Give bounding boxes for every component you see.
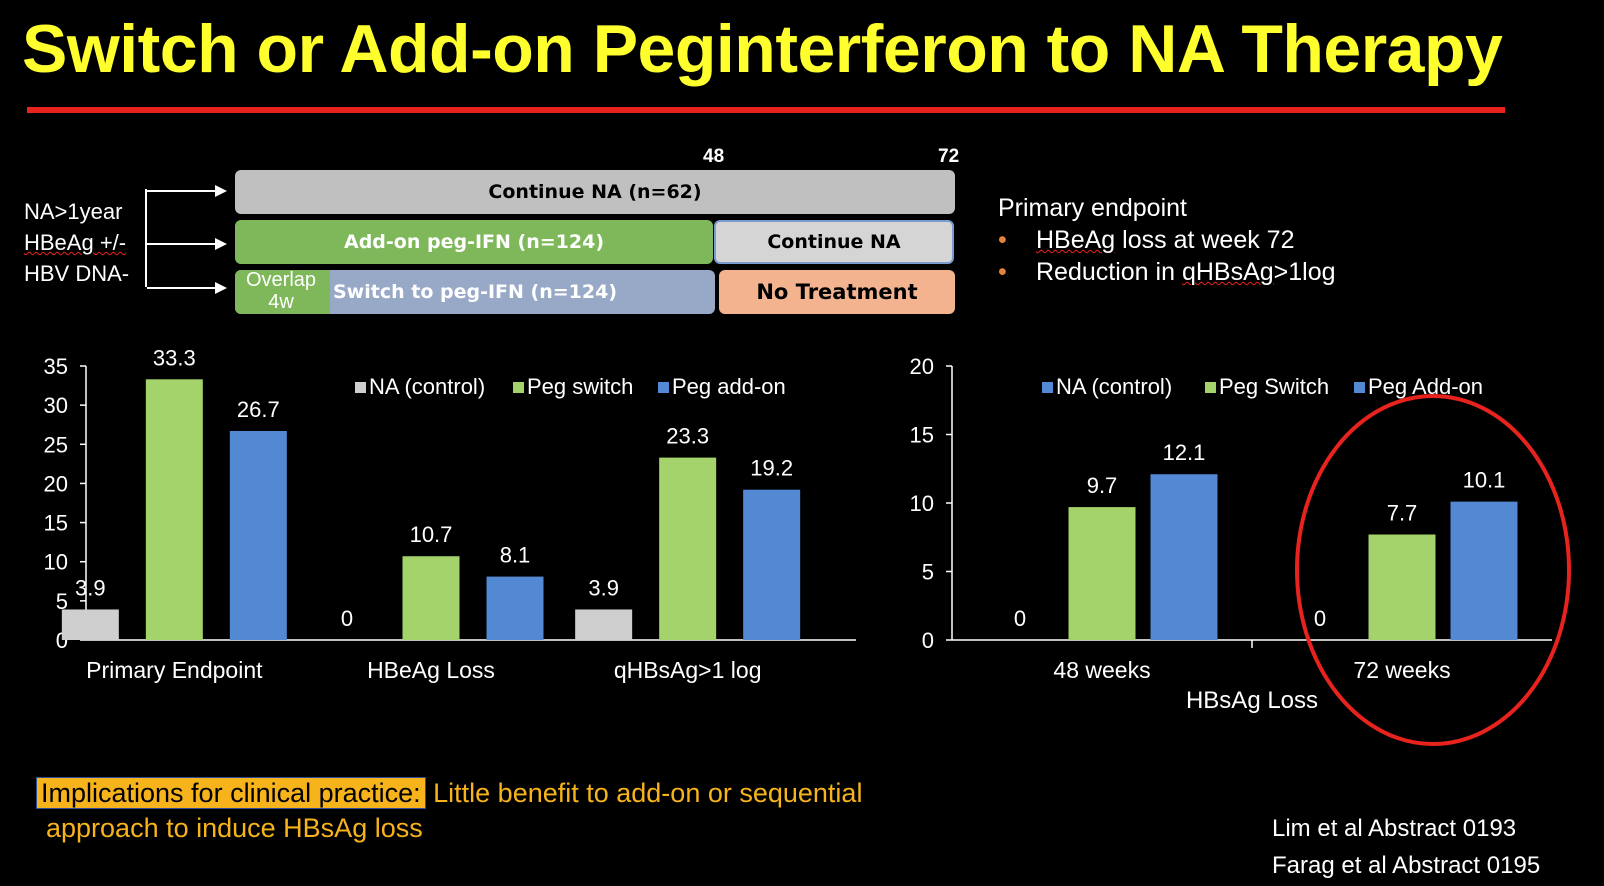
endpoint-item-1-term: HBeAg <box>1036 226 1116 254</box>
bar <box>1068 507 1136 640</box>
data-label: 0 <box>1014 606 1026 631</box>
data-label: 10.7 <box>410 522 453 547</box>
legend-swatch <box>658 382 669 393</box>
data-label: 8.1 <box>500 543 531 568</box>
y-tick-label: 5 <box>922 560 934 585</box>
no-treatment-phase: No Treatment <box>719 270 955 314</box>
week-48-label: 48 <box>703 146 725 167</box>
x-category-label: HBeAg Loss <box>367 657 495 683</box>
y-tick-label: 10 <box>44 550 68 575</box>
arrow-right-icon <box>215 238 227 250</box>
y-tick-label: 5 <box>56 589 68 614</box>
endpoint-item-1-text: loss at week 72 <box>1115 226 1295 254</box>
addon-peg-arm: Add-on peg-IFN (n=124) <box>235 220 713 264</box>
criteria-hbeag: HBeAg +/- <box>24 230 127 255</box>
legend-label: Peg add-on <box>672 374 786 399</box>
overlap-line-2: 4w <box>268 291 294 313</box>
bar <box>61 609 119 640</box>
bar <box>1150 474 1218 640</box>
data-label: 0 <box>1314 606 1326 631</box>
implication-text-1: Little benefit to add-on or sequential <box>425 778 863 808</box>
x-category-label: 72 weeks <box>1353 657 1450 683</box>
bar <box>659 457 717 640</box>
endpoint-item-2-term: qHBsAg <box>1181 258 1274 286</box>
endpoint-item-1: HBeAg loss at week 72 <box>998 224 1336 256</box>
implication-note: Implications for clinical practice: Litt… <box>36 776 862 846</box>
continue-na-arm: Continue NA (n=62) <box>235 170 955 214</box>
y-tick-label: 15 <box>44 511 68 536</box>
data-label: 19.2 <box>750 456 793 481</box>
data-label: 10.1 <box>1463 468 1506 493</box>
randomization-bracket <box>145 189 147 287</box>
legend-label: Peg switch <box>527 374 633 399</box>
x-category-label: 48 weeks <box>1053 657 1150 683</box>
legend-swatch <box>513 382 524 393</box>
overlap-segment <box>235 270 330 314</box>
week-72-label: 72 <box>938 146 960 167</box>
inclusion-criteria: NA>1year HBeAg +/- HBV DNA- <box>24 196 129 289</box>
overlap-line-1: Overlap <box>245 269 317 291</box>
addon-continue-na-phase: Continue NA <box>714 220 954 264</box>
legend-swatch <box>1205 382 1216 393</box>
slide-title: Switch or Add-on Peginterferon to NA The… <box>22 11 1503 87</box>
endpoint-item-2: Reduction in qHBsAg>1log <box>998 256 1336 288</box>
reference-1: Lim et al Abstract 0193 <box>1272 815 1517 842</box>
data-label: 9.7 <box>1087 473 1118 498</box>
bar <box>486 576 544 640</box>
reference-2: Farag et al Abstract 0195 <box>1272 852 1541 879</box>
bar <box>1450 501 1518 640</box>
legend-label: Peg Switch <box>1219 374 1329 399</box>
x-category-label: qHBsAg>1 log <box>614 657 762 683</box>
hbsag-loss-bar-chart: 0 5 10 15 20 48 weeks 0 9.7 12.1 72 weeks 0 7.7 10.1… <box>910 354 1571 746</box>
y-tick-label: 30 <box>44 393 68 418</box>
arrow-right-icon <box>215 185 227 197</box>
bar <box>229 430 287 640</box>
data-label: 26.7 <box>237 397 280 422</box>
data-label: 7.7 <box>1387 501 1418 526</box>
x-axis-title: HBsAg Loss <box>1186 687 1318 714</box>
overlap-label: Overlap 4w <box>234 269 328 313</box>
title-underline <box>27 107 1505 113</box>
criteria-na: NA>1year <box>24 199 123 224</box>
data-label: 23.3 <box>666 424 709 449</box>
legend-swatch <box>1354 382 1365 393</box>
data-label: 3.9 <box>75 575 106 600</box>
bar <box>743 489 801 640</box>
endpoint-item-2-pre: Reduction in <box>1036 258 1182 286</box>
bar <box>402 556 460 640</box>
y-tick-label: 10 <box>910 491 934 516</box>
arm-line-1 <box>147 190 217 192</box>
highlight-circle <box>1295 394 1571 746</box>
y-tick-label: 35 <box>44 354 68 379</box>
y-tick-label: 25 <box>44 432 68 457</box>
arm-line-3 <box>147 287 217 289</box>
data-label: 0 <box>341 606 353 631</box>
arrow-right-icon <box>215 282 227 294</box>
bar <box>575 609 633 640</box>
legend-swatch <box>355 382 366 393</box>
legend-label: NA (control) <box>1056 374 1172 399</box>
implication-label: Implications for clinical practice: <box>36 777 426 809</box>
legend-swatch <box>1042 382 1053 393</box>
x-category-label: Primary Endpoint <box>86 657 263 683</box>
legend-label: NA (control) <box>369 374 485 399</box>
y-tick-label: 0 <box>922 628 934 653</box>
primary-endpoint: Primary endpoint HBeAg loss at week 72 R… <box>998 192 1336 288</box>
y-tick-label: 15 <box>910 423 934 448</box>
bar <box>1368 534 1436 640</box>
data-label: 3.9 <box>588 575 619 600</box>
endpoint-item-2-post: >1log <box>1273 258 1336 286</box>
data-label: 33.3 <box>153 350 196 370</box>
references: Lim et al Abstract 0193 Farag et al Abst… <box>1272 810 1540 884</box>
criteria-hbvdna: HBV DNA- <box>24 261 130 286</box>
data-label: 12.1 <box>1163 440 1206 465</box>
endpoint-heading: Primary endpoint <box>998 194 1187 222</box>
bar <box>145 379 203 640</box>
arm-line-2 <box>147 243 217 245</box>
implication-text-2: approach to induce HBsAg loss <box>46 813 423 843</box>
y-tick-label: 20 <box>910 354 934 379</box>
response-bar-chart: 0 5 10 15 20 25 30 35 Primary Endpoint 3.9 33.3 26.… <box>44 350 856 683</box>
y-tick-label: 20 <box>44 471 68 496</box>
